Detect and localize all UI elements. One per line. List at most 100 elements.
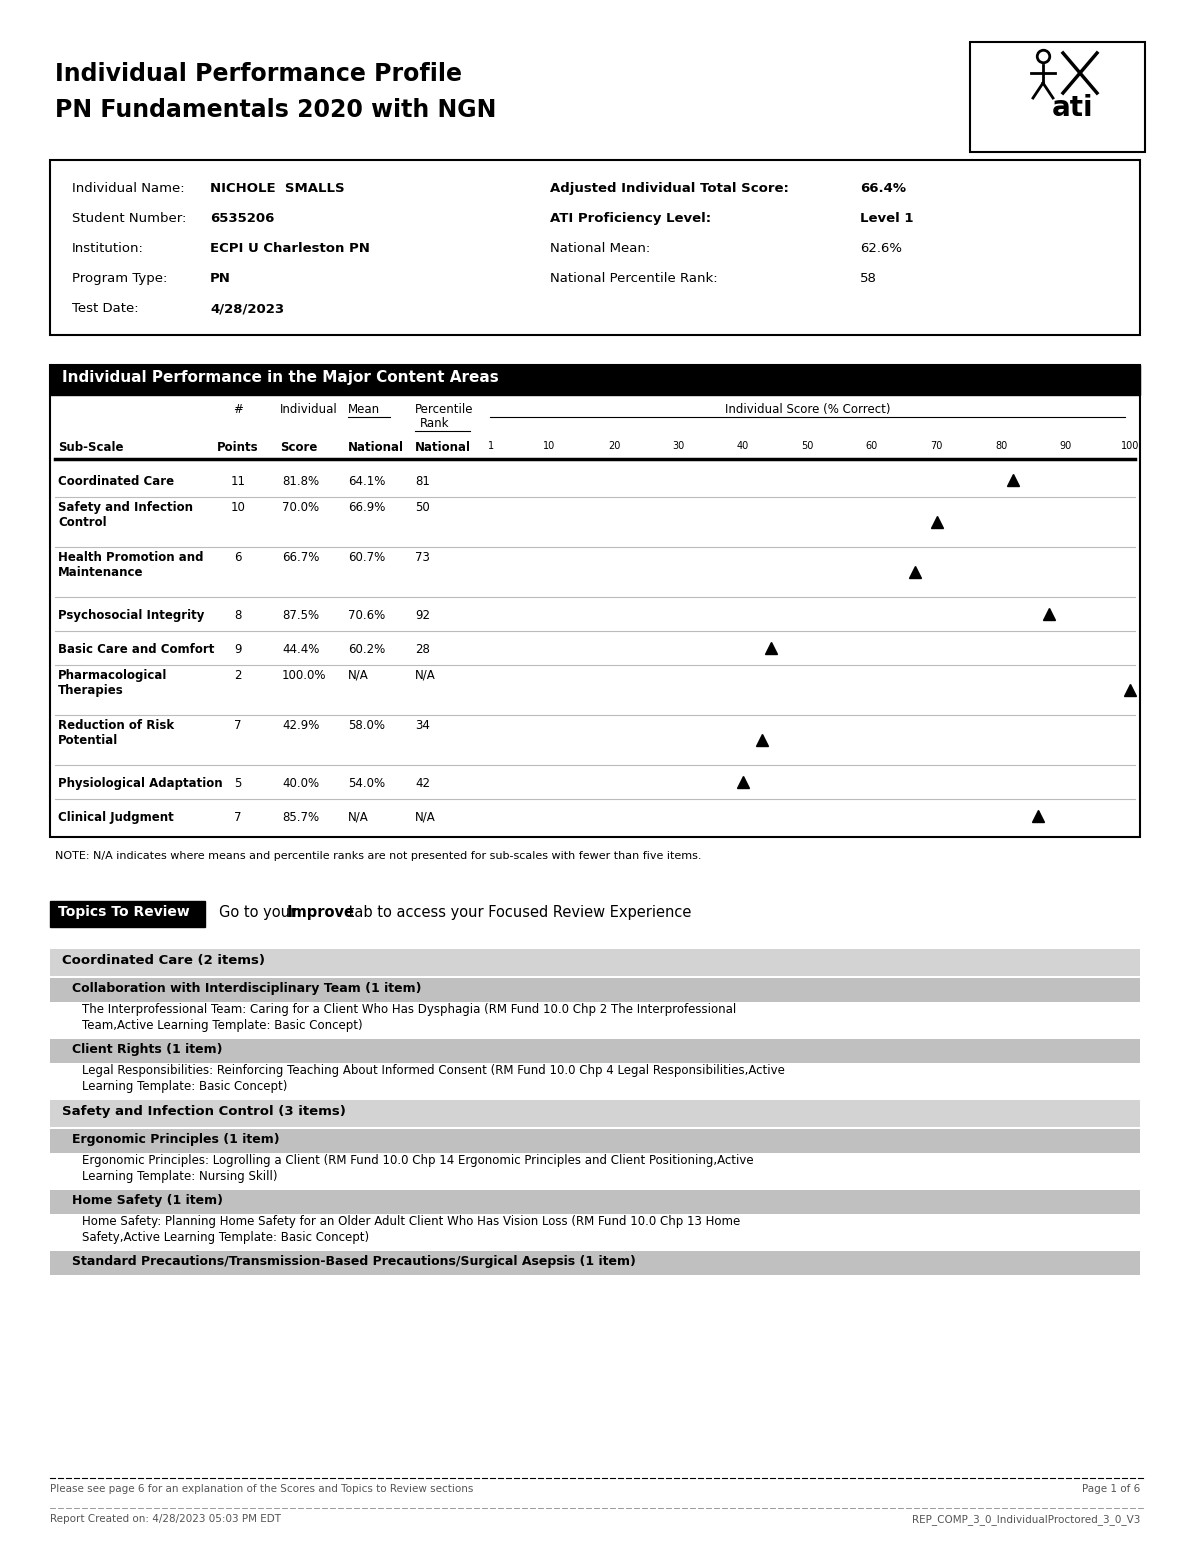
Text: Coordinated Care: Coordinated Care xyxy=(58,475,174,488)
Text: 2: 2 xyxy=(234,669,241,682)
Text: 80: 80 xyxy=(995,441,1007,450)
Text: Home Safety (1 item): Home Safety (1 item) xyxy=(72,1194,223,1207)
Text: 64.1%: 64.1% xyxy=(348,475,385,488)
Text: Percentile: Percentile xyxy=(415,402,474,416)
Bar xyxy=(50,365,1140,394)
Text: Learning Template: Basic Concept): Learning Template: Basic Concept) xyxy=(82,1079,287,1093)
Text: Pharmacological: Pharmacological xyxy=(58,669,167,682)
Text: #: # xyxy=(233,402,242,416)
Text: Page 1 of 6: Page 1 of 6 xyxy=(1081,1485,1140,1494)
Text: Legal Responsibilities: Reinforcing Teaching About Informed Consent (RM Fund 10.: Legal Responsibilities: Reinforcing Teac… xyxy=(82,1064,785,1076)
Text: 92: 92 xyxy=(415,609,430,623)
Text: Standard Precautions/Transmission-Based Precautions/Surgical Asepsis (1 item): Standard Precautions/Transmission-Based … xyxy=(72,1255,636,1267)
Text: 100: 100 xyxy=(1121,441,1139,450)
Text: 70.0%: 70.0% xyxy=(282,502,319,514)
Text: 8: 8 xyxy=(234,609,241,623)
Text: 5: 5 xyxy=(234,776,241,790)
Bar xyxy=(50,901,205,927)
Text: 50: 50 xyxy=(415,502,430,514)
Text: 1: 1 xyxy=(488,441,494,450)
Text: Points: Points xyxy=(217,441,259,453)
Text: Therapies: Therapies xyxy=(58,683,124,697)
Text: Sub-Scale: Sub-Scale xyxy=(58,441,124,453)
Text: tab to access your Focused Review Experience: tab to access your Focused Review Experi… xyxy=(344,905,691,919)
Text: PN: PN xyxy=(210,272,230,286)
Text: 85.7%: 85.7% xyxy=(282,811,319,825)
Text: Potential: Potential xyxy=(58,735,119,747)
Text: 58.0%: 58.0% xyxy=(348,719,385,731)
Text: 60: 60 xyxy=(866,441,878,450)
Text: Coordinated Care (2 items): Coordinated Care (2 items) xyxy=(62,954,265,968)
Text: 42.9%: 42.9% xyxy=(282,719,319,731)
Text: PN Fundamentals 2020 with NGN: PN Fundamentals 2020 with NGN xyxy=(55,98,497,123)
Text: 44.4%: 44.4% xyxy=(282,643,319,655)
Text: Control: Control xyxy=(58,516,107,530)
Text: ECPI U Charleston PN: ECPI U Charleston PN xyxy=(210,242,370,255)
Text: The Interprofessional Team: Caring for a Client Who Has Dysphagia (RM Fund 10.0 : The Interprofessional Team: Caring for a… xyxy=(82,1003,737,1016)
Text: Test Date:: Test Date: xyxy=(72,301,139,315)
Text: 28: 28 xyxy=(415,643,430,655)
Text: National: National xyxy=(415,441,470,453)
Text: N/A: N/A xyxy=(415,811,436,825)
Text: 30: 30 xyxy=(672,441,685,450)
Text: Go to your: Go to your xyxy=(220,905,301,919)
Bar xyxy=(50,1190,1140,1214)
Text: Safety and Infection Control (3 items): Safety and Infection Control (3 items) xyxy=(62,1106,346,1118)
Text: Program Type:: Program Type: xyxy=(72,272,167,286)
Text: ATI Proficiency Level:: ATI Proficiency Level: xyxy=(550,213,712,225)
Text: 100.0%: 100.0% xyxy=(282,669,326,682)
Text: Collaboration with Interdisciplinary Team (1 item): Collaboration with Interdisciplinary Tea… xyxy=(72,981,421,995)
Text: Team,Active Learning Template: Basic Concept): Team,Active Learning Template: Basic Con… xyxy=(82,1019,362,1033)
Text: 81.8%: 81.8% xyxy=(282,475,319,488)
Text: Adjusted Individual Total Score:: Adjusted Individual Total Score: xyxy=(550,182,788,196)
Text: Topics To Review: Topics To Review xyxy=(58,905,190,919)
Text: 4/28/2023: 4/28/2023 xyxy=(210,301,284,315)
Text: Rank: Rank xyxy=(420,418,450,430)
Text: Client Rights (1 item): Client Rights (1 item) xyxy=(72,1044,222,1056)
Text: Individual Score (% Correct): Individual Score (% Correct) xyxy=(725,402,890,416)
Text: 50: 50 xyxy=(802,441,814,450)
Text: Improve: Improve xyxy=(287,905,355,919)
Bar xyxy=(50,978,1140,1002)
Bar xyxy=(970,42,1145,152)
Text: 54.0%: 54.0% xyxy=(348,776,385,790)
Text: Home Safety: Planning Home Safety for an Older Adult Client Who Has Vision Loss : Home Safety: Planning Home Safety for an… xyxy=(82,1214,740,1228)
Text: 70.6%: 70.6% xyxy=(348,609,385,623)
Text: 6: 6 xyxy=(234,551,241,564)
Text: Reduction of Risk: Reduction of Risk xyxy=(58,719,174,731)
Text: Basic Care and Comfort: Basic Care and Comfort xyxy=(58,643,215,655)
Bar xyxy=(50,1100,1140,1127)
Text: 60.7%: 60.7% xyxy=(348,551,385,564)
Text: Level 1: Level 1 xyxy=(860,213,913,225)
Text: 66.4%: 66.4% xyxy=(860,182,906,196)
Text: Ergonomic Principles (1 item): Ergonomic Principles (1 item) xyxy=(72,1134,280,1146)
Text: 40.0%: 40.0% xyxy=(282,776,319,790)
Text: Clinical Judgment: Clinical Judgment xyxy=(58,811,174,825)
Text: 6535206: 6535206 xyxy=(210,213,275,225)
Text: 7: 7 xyxy=(234,811,241,825)
Text: Ergonomic Principles: Logrolling a Client (RM Fund 10.0 Chp 14 Ergonomic Princip: Ergonomic Principles: Logrolling a Clien… xyxy=(82,1154,754,1166)
Text: Please see page 6 for an explanation of the Scores and Topics to Review sections: Please see page 6 for an explanation of … xyxy=(50,1485,473,1494)
Text: Student Number:: Student Number: xyxy=(72,213,186,225)
Text: 66.9%: 66.9% xyxy=(348,502,385,514)
Text: Individual Performance Profile: Individual Performance Profile xyxy=(55,62,462,85)
Text: 60.2%: 60.2% xyxy=(348,643,385,655)
Bar xyxy=(50,160,1140,335)
Text: 10: 10 xyxy=(230,502,246,514)
Text: 90: 90 xyxy=(1060,441,1072,450)
Text: 10: 10 xyxy=(544,441,556,450)
Text: Report Created on: 4/28/2023 05:03 PM EDT: Report Created on: 4/28/2023 05:03 PM ED… xyxy=(50,1514,281,1523)
Text: 40: 40 xyxy=(737,441,749,450)
Text: 73: 73 xyxy=(415,551,430,564)
Bar xyxy=(50,949,1140,975)
Text: National: National xyxy=(348,441,404,453)
Text: Score: Score xyxy=(280,441,317,453)
Text: 34: 34 xyxy=(415,719,430,731)
Text: Psychosocial Integrity: Psychosocial Integrity xyxy=(58,609,204,623)
Text: 20: 20 xyxy=(608,441,620,450)
Text: Individual Name:: Individual Name: xyxy=(72,182,185,196)
Text: 42: 42 xyxy=(415,776,430,790)
Bar xyxy=(50,1129,1140,1152)
Text: N/A: N/A xyxy=(348,669,368,682)
Text: NICHOLE  SMALLS: NICHOLE SMALLS xyxy=(210,182,344,196)
